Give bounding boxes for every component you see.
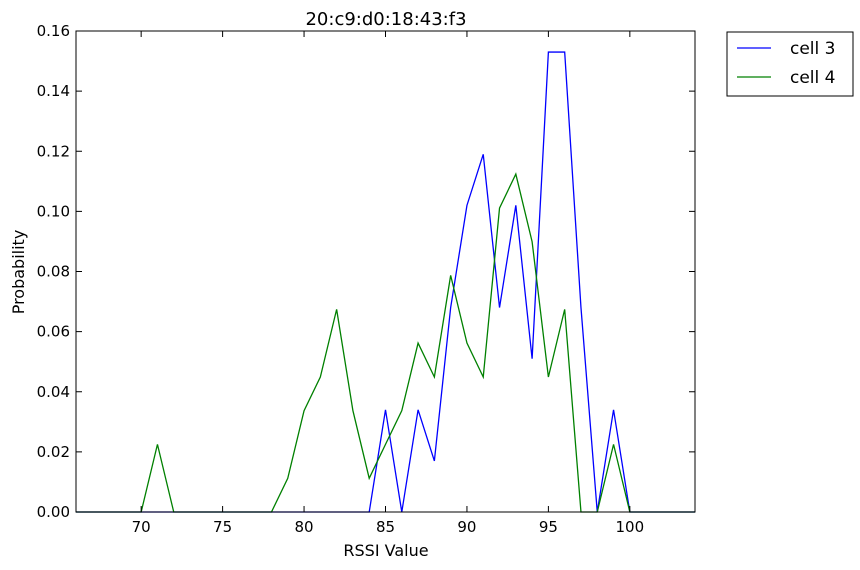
x-tick-label: 95 — [539, 518, 558, 536]
x-tick-label: 75 — [213, 518, 232, 536]
legend-label: cell 3 — [790, 39, 835, 59]
x-tick-label: 90 — [457, 518, 476, 536]
legend: cell 3 cell 4 — [726, 31, 854, 97]
legend-box — [726, 31, 854, 97]
y-tick-label: 0.06 — [37, 323, 70, 341]
y-tick-label: 0.00 — [37, 503, 70, 521]
x-tick-label: 80 — [295, 518, 314, 536]
plot-frame — [75, 30, 696, 513]
x-tick-label: 70 — [132, 518, 151, 536]
series-line-cell-4 — [76, 172, 695, 513]
y-tick-label: 0.14 — [37, 82, 70, 100]
y-tick-label: 0.12 — [37, 142, 70, 160]
y-tick-label: 0.10 — [37, 202, 70, 220]
x-tick-label: 85 — [376, 518, 395, 536]
y-tick-label: 0.04 — [37, 383, 70, 401]
plot-area: 70 75 80 85 90 95 100 0.00 0.02 0.04 0.06 0.08 0.10 0… — [37, 22, 696, 536]
chart-title: 20:c9:d0:18:43:f3 — [305, 9, 466, 30]
y-axis-label: Probability — [9, 230, 28, 315]
y-tick-label: 0.16 — [37, 22, 70, 40]
x-axis-label: RSSI Value — [343, 541, 428, 560]
x-tick-label: 100 — [616, 518, 645, 536]
y-tick-label: 0.08 — [37, 263, 70, 281]
legend-label: cell 4 — [790, 68, 835, 88]
y-tick-label: 0.02 — [37, 443, 70, 461]
